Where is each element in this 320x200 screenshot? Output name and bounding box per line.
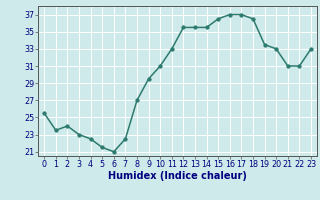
X-axis label: Humidex (Indice chaleur): Humidex (Indice chaleur) bbox=[108, 171, 247, 181]
